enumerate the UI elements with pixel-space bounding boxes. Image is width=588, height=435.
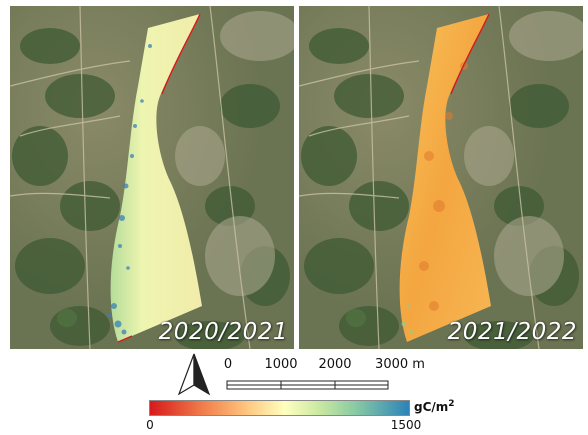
carbon-raster-2020-2021 [110,14,202,342]
bare-soil-areas [464,11,583,296]
pond [57,309,77,327]
map-panel-2021-2022: 2021/2022 [299,6,583,349]
pond [346,309,366,327]
bare-soil-areas [175,11,294,296]
high-value-speckle [401,304,413,334]
raster-edge [161,13,201,95]
high-value-speckle [108,44,152,335]
legend-max-label: 1500 [390,418,422,432]
scale-bar [226,380,389,390]
color-scale-legend [149,400,410,416]
north-arrow-icon [177,353,211,396]
scale-tick-1000: 1000 [264,357,298,372]
map-panel-2020-2021: 2020/2021 [10,6,294,349]
low-value-speckle [419,62,468,311]
panel-label-left: 2020/2021 [158,319,288,345]
scale-tick-0: 0 [223,357,233,372]
carbon-raster-2021-2022 [399,14,491,342]
scale-tick-3000: 3000 m [375,357,425,372]
roads [10,6,251,349]
satellite-map-2020-2021 [10,6,294,349]
scale-tick-2000: 2000 [318,357,352,372]
panel-label-right: 2021/2022 [447,319,577,345]
raster-edge [450,13,490,95]
legend-unit: gC/m2 [414,399,455,414]
legend-min-label: 0 [146,418,154,432]
roads [299,6,540,349]
satellite-map-2021-2022 [299,6,583,349]
